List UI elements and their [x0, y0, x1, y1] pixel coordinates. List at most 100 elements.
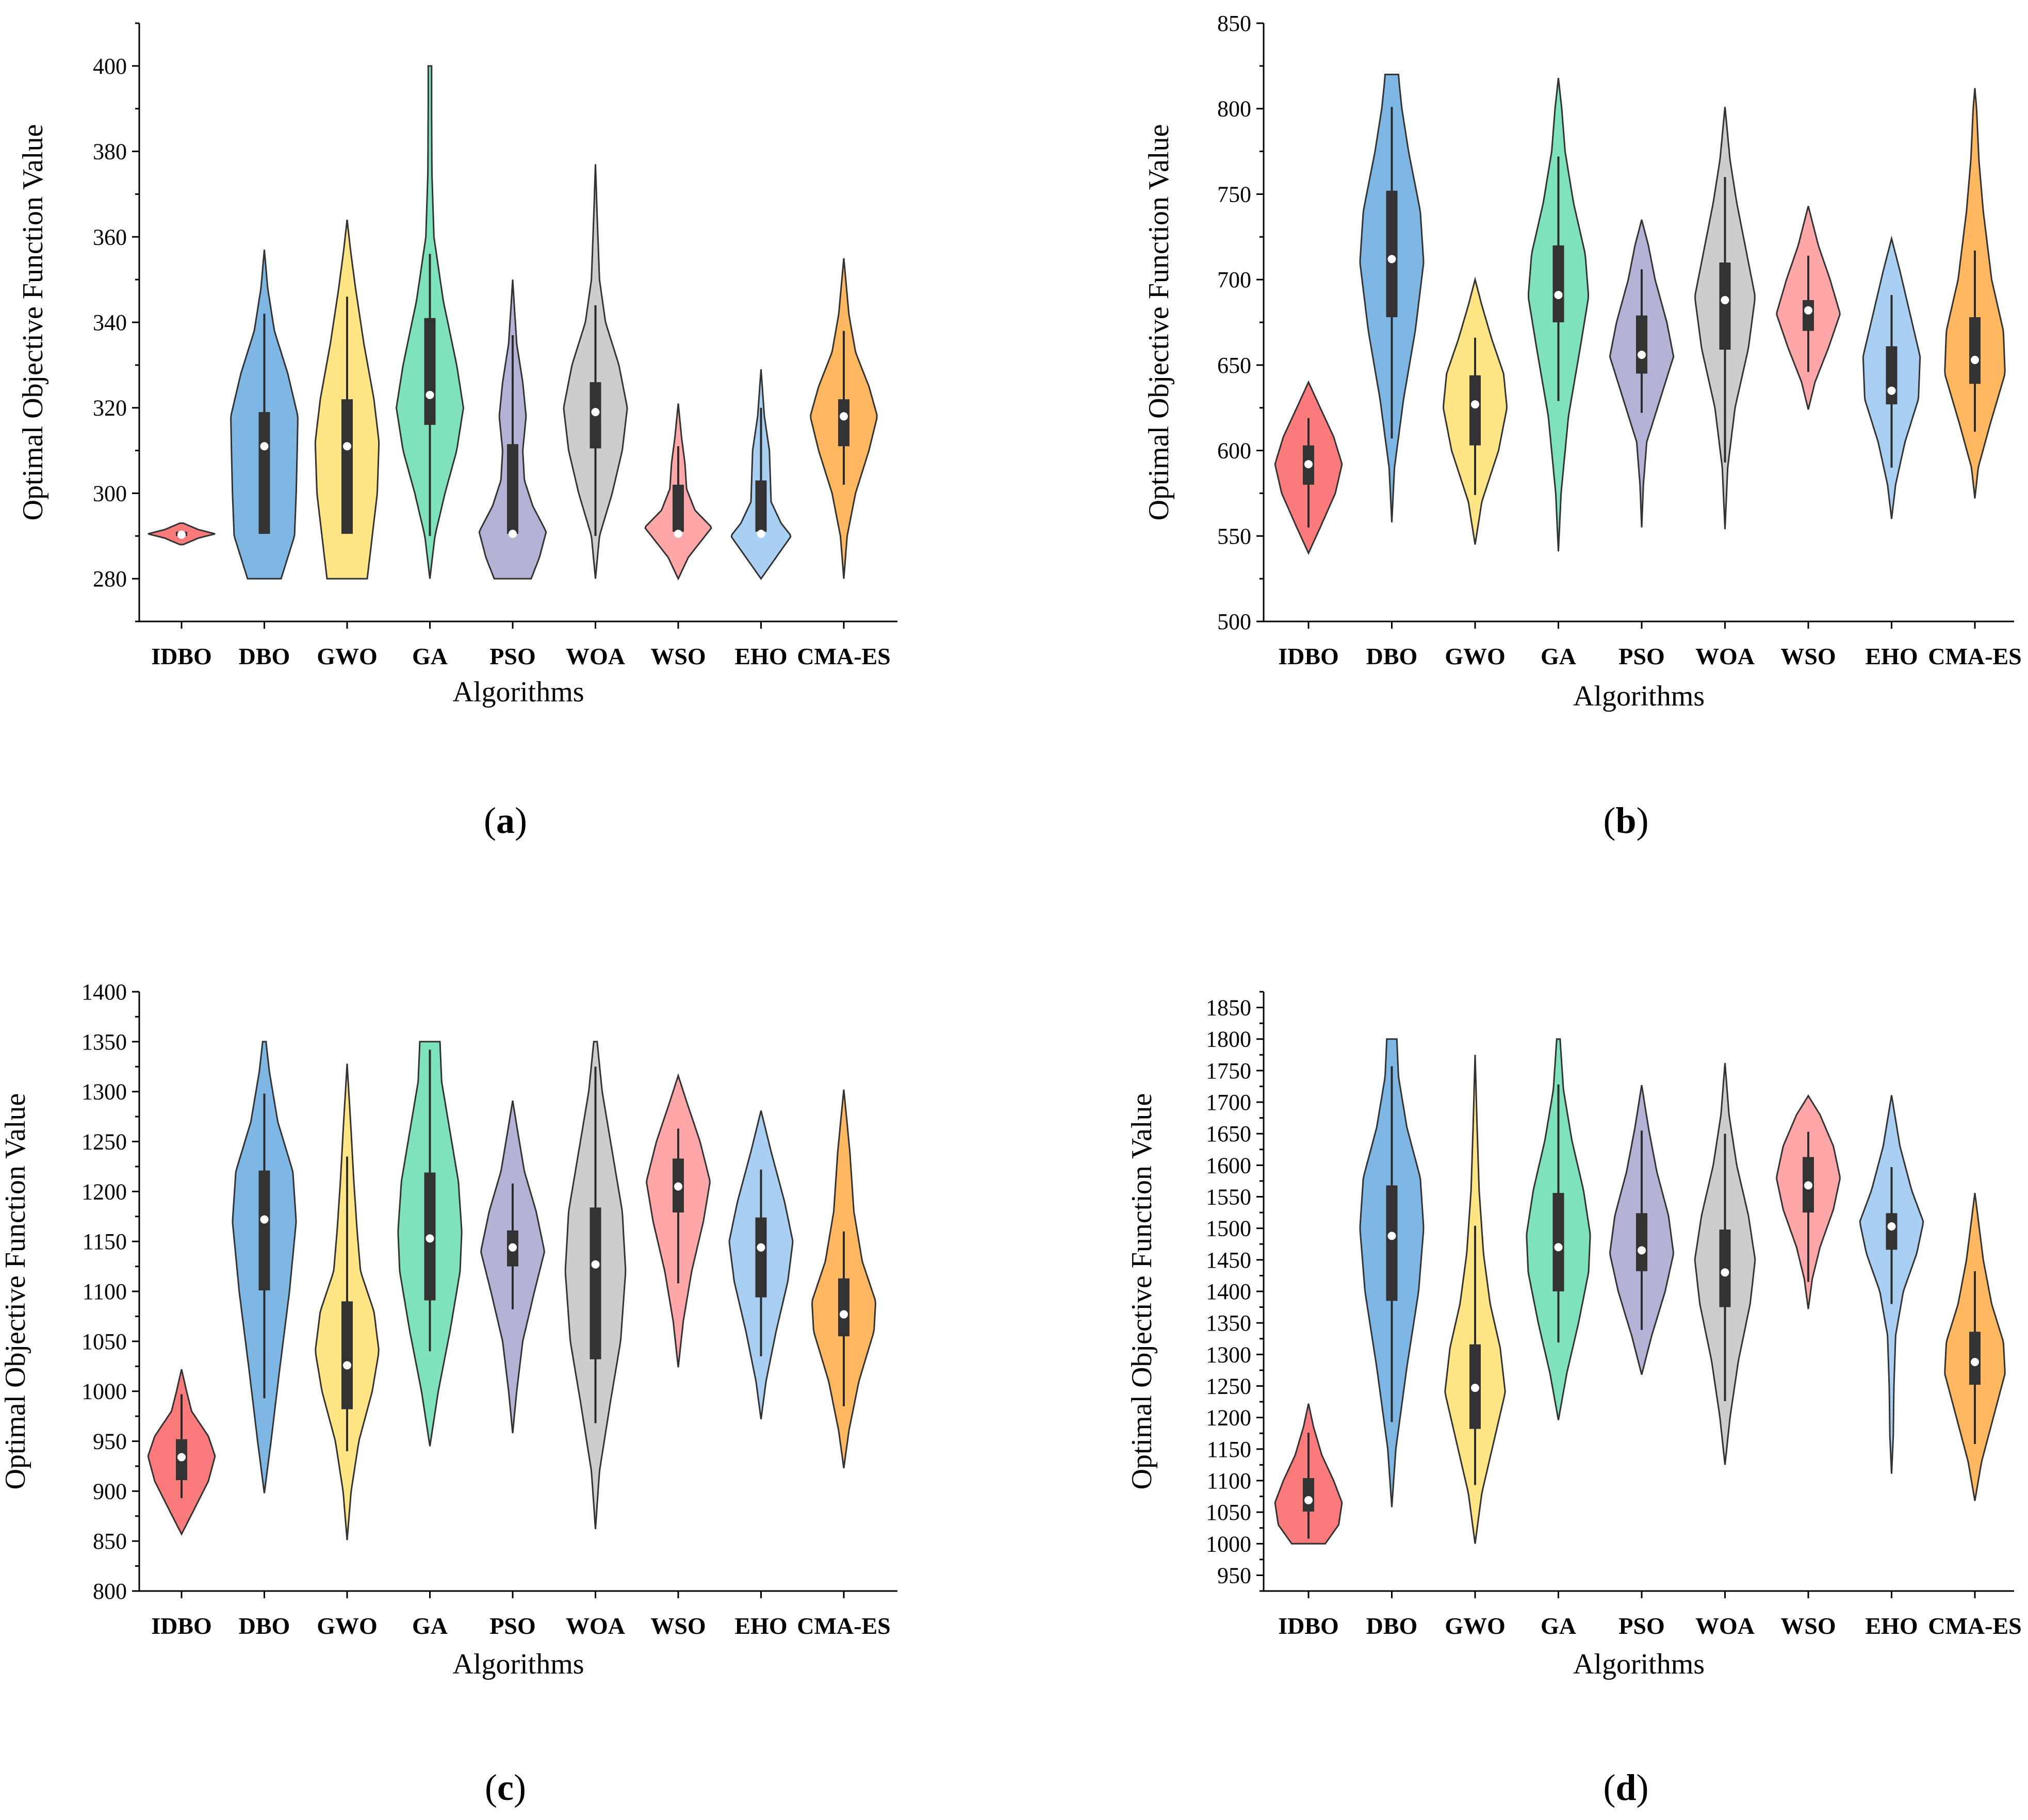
median-point-eho	[757, 530, 765, 538]
y-tick-label: 400	[93, 54, 127, 79]
median-point-gwo	[343, 1361, 351, 1370]
x-tick-label: EHO	[1865, 643, 1918, 669]
median-point-woa	[1721, 1268, 1729, 1277]
x-tick-label: CMA-ES	[1928, 643, 2021, 669]
y-axis-title: Optimal Objective Function Value	[0, 1093, 31, 1490]
x-tick-label: WSO	[650, 1613, 706, 1639]
median-point-idbo	[177, 1453, 186, 1462]
box-eho	[1886, 346, 1898, 405]
y-tick-label: 1500	[1206, 1216, 1251, 1241]
median-point-eho	[1887, 1222, 1896, 1231]
median-point-pso	[1638, 1246, 1646, 1255]
y-tick-label: 650	[1217, 353, 1251, 378]
median-point-cma-es	[840, 412, 848, 421]
x-tick-label: PSO	[1618, 643, 1664, 669]
box-dbo	[1386, 1185, 1398, 1301]
x-tick-label: PSO	[489, 1613, 535, 1639]
median-point-eho	[757, 1243, 765, 1252]
y-tick-label: 1250	[1206, 1373, 1251, 1399]
y-axis-title: Optimal Objective Function Value	[1126, 1093, 1158, 1490]
x-tick-label: DBO	[239, 643, 290, 669]
x-tick-label: CMA-ES	[797, 643, 890, 669]
box-woa	[590, 1207, 601, 1359]
median-point-dbo	[260, 442, 269, 451]
panel-label-close: )	[1637, 1767, 1649, 1808]
y-tick-label: 900	[93, 1479, 127, 1504]
box-gwo	[341, 399, 353, 534]
chart-panel-b: 500 550 600 650 700 750 800 850 IDBO DBO GWO GA PSO W…	[1143, 11, 2022, 841]
x-tick-label: CMA-ES	[797, 1613, 890, 1639]
y-tick-label: 1350	[81, 1029, 127, 1055]
x-tick-label: EHO	[734, 1613, 787, 1639]
y-tick-label: 1150	[83, 1229, 127, 1254]
y-tick-label: 1800	[1206, 1027, 1251, 1052]
box-wso	[673, 484, 684, 532]
x-axis-title: Algorithms	[452, 1648, 584, 1680]
y-tick-label: 1350	[1206, 1310, 1251, 1336]
y-tick-label: 950	[1217, 1563, 1251, 1588]
x-tick-label: EHO	[734, 643, 787, 669]
y-tick-label: 750	[1217, 182, 1251, 207]
y-tick-label: 1650	[1206, 1121, 1251, 1146]
box-wso	[1803, 300, 1814, 331]
median-point-dbo	[1387, 1232, 1396, 1240]
chart-panel-d: 950 1000 1050 1100 1150 1200 1250 1300 1350 1400 1…	[1126, 991, 2022, 1808]
y-tick-label: 500	[1217, 609, 1251, 634]
x-tick-label: DBO	[1366, 643, 1418, 669]
box-pso	[1636, 1213, 1647, 1271]
y-tick-label: 1050	[1206, 1500, 1251, 1525]
x-tick-label: WSO	[650, 643, 706, 669]
median-point-gwo	[1471, 400, 1479, 409]
x-tick-label: PSO	[489, 643, 535, 669]
panel-label-open: (	[1603, 1767, 1615, 1808]
box-ga	[1552, 1193, 1564, 1291]
y-tick-label: 1450	[1206, 1248, 1251, 1273]
x-tick-label: IDBO	[1278, 643, 1339, 669]
y-tick-label: 280	[93, 566, 127, 592]
x-axis-title: Algorithms	[1573, 1648, 1705, 1680]
x-axis-title: Algorithms	[1573, 680, 1705, 712]
box-dbo	[258, 412, 270, 534]
x-axis-title: Algorithms	[452, 676, 584, 708]
y-tick-label: 360	[93, 224, 127, 250]
chart-panel-a: 280 300 320 340 360 380 400 IDBO DBO GWO GA PSO WOA W…	[17, 22, 897, 841]
x-tick-label: WOA	[566, 643, 625, 669]
y-tick-label: 1850	[1206, 995, 1251, 1021]
x-tick-label: CMA-ES	[1928, 1613, 2021, 1639]
y-tick-label: 1400	[1206, 1279, 1251, 1304]
box-gwo	[341, 1301, 353, 1409]
box-eho	[755, 480, 767, 532]
y-tick-label: 1700	[1206, 1090, 1251, 1115]
panel-label-letter: a	[496, 800, 515, 841]
panel-label: (d)	[1603, 1767, 1648, 1808]
panel-label-close: )	[1637, 800, 1649, 841]
y-tick-label: 950	[93, 1429, 127, 1454]
x-tick-label: GA	[412, 1613, 448, 1639]
box-dbo	[258, 1170, 270, 1291]
x-tick-label: DBO	[239, 1613, 290, 1639]
median-point-woa	[591, 1260, 600, 1269]
median-point-ga	[1554, 290, 1563, 299]
x-tick-label: WSO	[1780, 643, 1836, 669]
panel-label-open: (	[1603, 800, 1615, 841]
median-point-wso	[674, 530, 682, 538]
y-tick-label: 1300	[81, 1079, 127, 1105]
x-tick-label: WOA	[1695, 643, 1755, 669]
panel-label-open: (	[485, 1767, 497, 1808]
box-cma-es	[1969, 317, 1981, 384]
y-tick-label: 1050	[81, 1329, 127, 1354]
box-cma-es	[838, 399, 849, 447]
x-tick-label: IDBO	[151, 1613, 212, 1639]
panel-label-letter: c	[497, 1767, 514, 1808]
y-axis-title: Optimal Objective Function Value	[1143, 124, 1175, 521]
y-tick-label: 1200	[81, 1179, 127, 1204]
median-point-pso	[509, 530, 517, 538]
median-point-idbo	[1304, 460, 1313, 469]
median-point-cma-es	[1971, 1357, 1979, 1366]
x-tick-label: IDBO	[1278, 1613, 1339, 1639]
x-tick-label: GA	[1541, 643, 1576, 669]
y-tick-label: 1000	[1206, 1531, 1251, 1556]
x-tick-label: GWO	[1445, 1613, 1506, 1639]
y-tick-label: 340	[93, 310, 127, 335]
y-tick-label: 1550	[1206, 1185, 1251, 1210]
